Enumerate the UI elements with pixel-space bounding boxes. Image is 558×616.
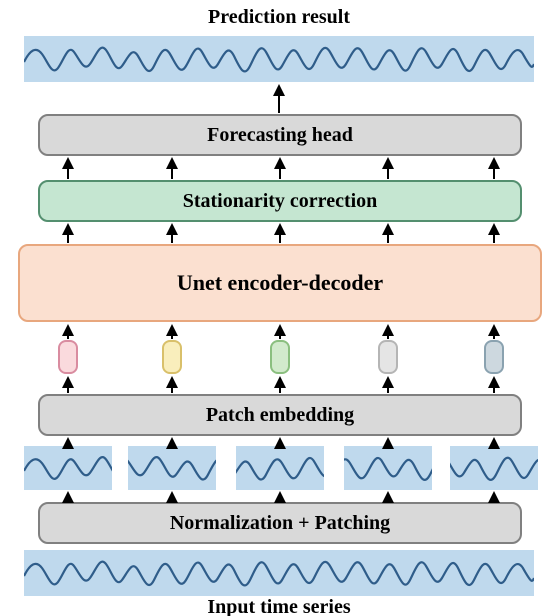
block-patch-embedding: Patch embedding xyxy=(38,394,522,436)
arrow-head-icon xyxy=(382,491,394,503)
arrow-head-icon xyxy=(62,157,74,169)
diagram-stage: Prediction result Input time series Foreca… xyxy=(0,0,558,616)
arrow-head-icon xyxy=(166,324,178,336)
arrow-head-icon xyxy=(274,223,286,235)
patch-wave xyxy=(236,446,324,490)
arrow-head-icon xyxy=(274,491,286,503)
arrow-line xyxy=(67,168,69,179)
block-stationarity-correction: Stationarity correction xyxy=(38,180,522,222)
arrow-head-icon xyxy=(488,324,500,336)
arrow-head-icon xyxy=(166,376,178,388)
arrow-line xyxy=(387,168,389,179)
title-prediction-result: Prediction result xyxy=(0,6,558,29)
arrow-line xyxy=(171,168,173,179)
arrow-head-icon xyxy=(274,157,286,169)
arrow-head-icon xyxy=(62,223,74,235)
embedding-token-1 xyxy=(162,340,182,374)
arrow-line xyxy=(387,234,389,243)
arrow-line xyxy=(279,168,281,179)
arrow-head-icon xyxy=(62,437,74,449)
arrow-head-icon xyxy=(488,223,500,235)
arrow-line xyxy=(493,234,495,243)
time-series-wave xyxy=(24,550,534,596)
arrow-head-icon xyxy=(382,376,394,388)
arrow-head-icon xyxy=(274,376,286,388)
arrow-head-icon xyxy=(166,223,178,235)
arrow-head-icon xyxy=(62,491,74,503)
embedding-token-4 xyxy=(484,340,504,374)
arrow-head-icon xyxy=(62,324,74,336)
patch-wave xyxy=(450,446,538,490)
arrow-head-icon xyxy=(382,157,394,169)
block-unet: Unet encoder-decoder xyxy=(18,244,542,322)
title-input-time-series: Input time series xyxy=(0,596,558,616)
arrow-line xyxy=(278,95,280,113)
arrow-head-icon xyxy=(382,437,394,449)
arrow-head-icon xyxy=(274,324,286,336)
time-series-wave xyxy=(24,36,534,82)
arrow-head-icon xyxy=(488,376,500,388)
patch-wave xyxy=(128,446,216,490)
arrow-head-icon xyxy=(62,376,74,388)
arrow-head-icon xyxy=(273,84,285,96)
arrow-line xyxy=(493,168,495,179)
arrow-head-icon xyxy=(274,437,286,449)
arrow-head-icon xyxy=(488,437,500,449)
block-norm-patch: Normalization + Patching xyxy=(38,502,522,544)
block-forecasting-head: Forecasting head xyxy=(38,114,522,156)
arrow-head-icon xyxy=(166,157,178,169)
arrow-head-icon xyxy=(166,491,178,503)
patch-wave xyxy=(24,446,112,490)
embedding-token-2 xyxy=(270,340,290,374)
arrow-head-icon xyxy=(488,491,500,503)
embedding-token-0 xyxy=(58,340,78,374)
arrow-line xyxy=(67,234,69,243)
embedding-token-3 xyxy=(378,340,398,374)
arrow-line xyxy=(279,234,281,243)
arrow-head-icon xyxy=(166,437,178,449)
arrow-head-icon xyxy=(488,157,500,169)
arrow-head-icon xyxy=(382,223,394,235)
arrow-head-icon xyxy=(382,324,394,336)
arrow-line xyxy=(171,234,173,243)
patch-wave xyxy=(344,446,432,490)
